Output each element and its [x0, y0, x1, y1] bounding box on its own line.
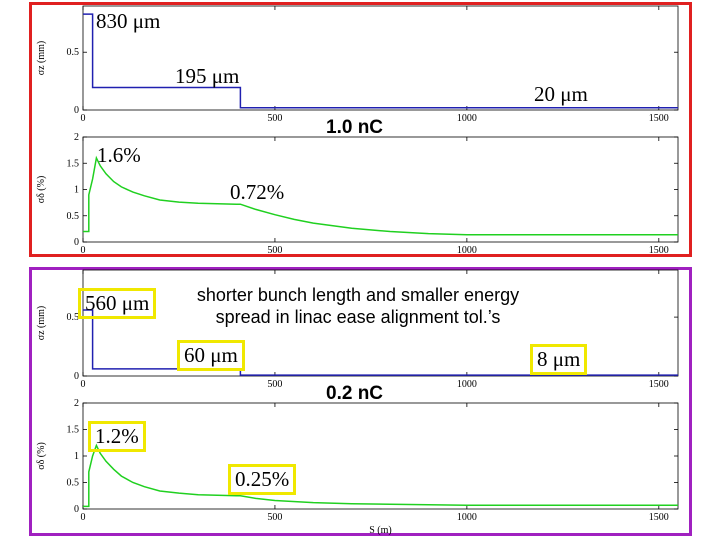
bottom-energy-xtick-label: 500: [267, 512, 282, 523]
bottom-sigma-end-label: 8 μm: [530, 344, 588, 375]
bottom-sigma-ytick-label: 0: [74, 371, 79, 382]
bottom-sigma-xtick-label: 0: [81, 379, 86, 390]
bottom-energy-ytick-label: 0.5: [67, 478, 80, 489]
note-line-2: spread in linac ease alignment tol.’s: [215, 306, 501, 327]
bottom-energy-xtick-label: 0: [81, 512, 86, 523]
bottom-sigma-xtick-label: 1000: [457, 379, 477, 390]
bottom-sigma-start-label: 560 μm: [78, 288, 157, 319]
bottom-energy-xlabel: S (m): [369, 525, 392, 536]
top-energy-axes-box: [82, 136, 679, 243]
bottom-energy-peak-label: 1.2%: [88, 421, 146, 452]
bottom-energy-mid-label: 0.25%: [228, 464, 297, 495]
top-energy-xtick-label: 1000: [457, 245, 477, 256]
bottom-sigma-axes-box: [82, 269, 679, 377]
bottom-energy-ytick-label: 2: [74, 398, 79, 409]
top-energy-mid-label: 0.72%: [230, 180, 285, 204]
bottom-energy-series-line-0: [83, 443, 678, 508]
bottom-energy-ylabel: σδ (%): [36, 442, 47, 470]
bottom-energy-xtick-label: 1000: [457, 512, 477, 523]
top-energy-peak-label: 1.6%: [97, 143, 141, 167]
top-sigma-axes-box: [82, 5, 679, 111]
bottom-sigma-xtick-label: 1500: [649, 379, 669, 390]
note-line-1: shorter bunch length and smaller energy: [196, 285, 520, 305]
top-sigma-ylabel: σz (mm): [36, 41, 47, 76]
top-sigma-xtick-label: 1500: [649, 113, 669, 124]
bottom-charge-label: 0.2 nC: [326, 383, 384, 404]
bottom-sigma-series-line-0: [83, 309, 678, 376]
top-energy-ylabel: σδ (%): [36, 176, 47, 204]
top-sigma-ytick-label: 0.5: [67, 47, 80, 58]
bottom-energy-ytick-label: 1.5: [67, 425, 80, 436]
bottom-energy-axes-box: [82, 402, 679, 510]
top-energy-ytick-label: 0.5: [67, 211, 80, 222]
top-energy-xtick-label: 0: [81, 245, 86, 256]
top-sigma-series-line-0: [83, 13, 678, 109]
top-sigma-xtick-label: 0: [81, 113, 86, 124]
bottom-sigma-xtick-label: 500: [267, 379, 282, 390]
top-energy-xtick-label: 500: [267, 245, 282, 256]
top-energy-ytick-label: 1.5: [67, 158, 80, 169]
bottom-energy-xtick-label: 1500: [649, 512, 669, 523]
top-sigma-xtick-label: 1000: [457, 113, 477, 124]
top-energy-ytick-label: 0: [74, 237, 79, 248]
top-sigma-xtick-label: 500: [267, 113, 282, 124]
top-charge-label: 1.0 nC: [326, 117, 384, 138]
bunch-length-note: shorter bunch length and smaller energy …: [168, 285, 548, 328]
bottom-sigma-ylabel: σz (mm): [36, 306, 47, 341]
top-sigma-end-label: 20 μm: [534, 82, 588, 106]
bottom-energy-ytick-label: 0: [74, 504, 79, 515]
top-energy-ytick-label: 2: [74, 132, 79, 143]
bottom-energy-ytick-label: 1: [74, 451, 79, 462]
top-sigma-ytick-label: 0: [74, 105, 79, 116]
top-energy-series-line-0: [83, 155, 678, 236]
top-energy-xtick-label: 1500: [649, 245, 669, 256]
top-sigma-mid-label: 195 μm: [175, 64, 240, 88]
bottom-frame-0p2nC: [29, 267, 692, 536]
top-sigma-start-label: 830 μm: [96, 9, 161, 33]
top-energy-ytick-label: 1: [74, 185, 79, 196]
bottom-sigma-ytick-label: 0.5: [67, 312, 80, 323]
top-frame-1nC: [29, 2, 692, 257]
bottom-sigma-mid-label: 60 μm: [177, 340, 245, 371]
